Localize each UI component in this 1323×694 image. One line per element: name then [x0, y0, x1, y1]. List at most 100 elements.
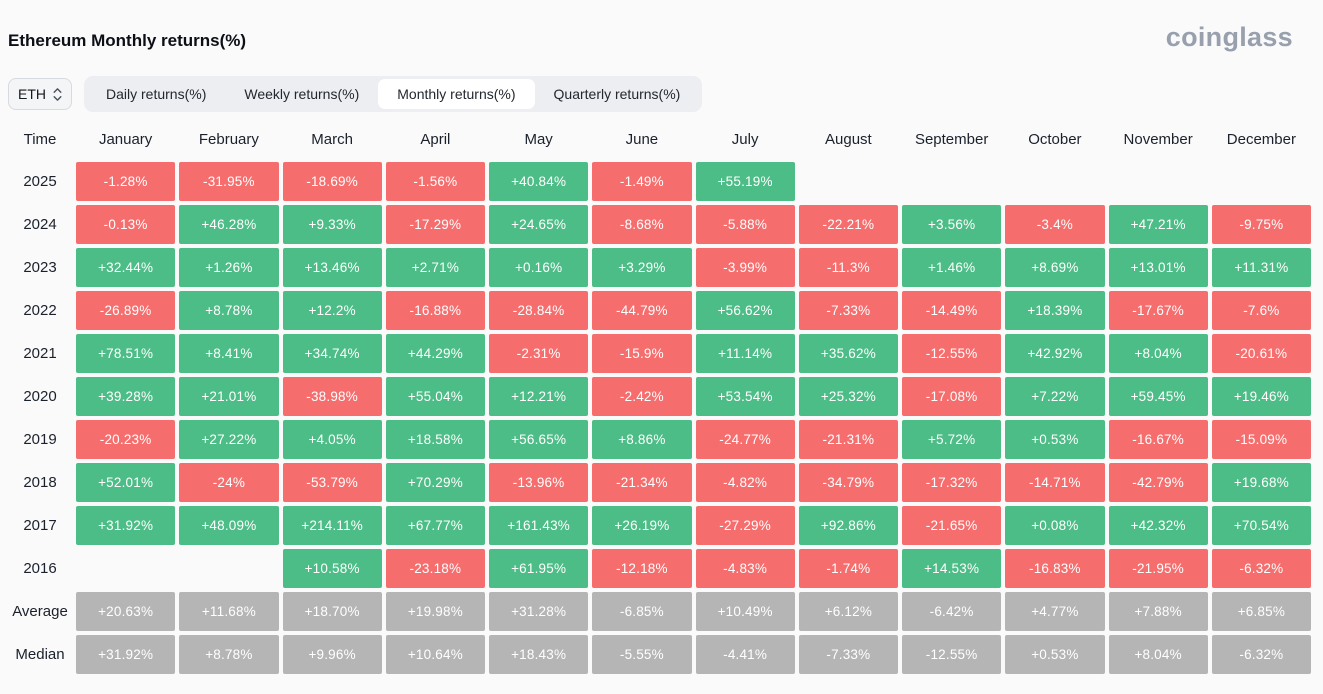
- return-cell: +42.92%: [1005, 334, 1105, 373]
- return-cell: -1.49%: [592, 162, 692, 201]
- return-cell: +47.21%: [1108, 205, 1208, 244]
- return-cell: +11.14%: [695, 334, 795, 373]
- return-cell: +3.29%: [592, 248, 692, 287]
- return-cell: +8.78%: [179, 635, 279, 674]
- return-cell: -1.74%: [798, 549, 898, 588]
- return-cell: -1.28%: [76, 162, 176, 201]
- return-cell: -2.42%: [592, 377, 692, 416]
- empty-cell: [1005, 162, 1104, 201]
- return-cell: -16.67%: [1108, 420, 1208, 459]
- tab-monthly-returns[interactable]: Monthly returns(%): [378, 79, 535, 109]
- coinglass-logo: coinglass: [1165, 22, 1293, 52]
- return-cell: -3.4%: [1005, 205, 1105, 244]
- return-cell: +10.58%: [282, 549, 382, 588]
- tab-quarterly-returns[interactable]: Quarterly returns(%): [535, 79, 700, 109]
- return-cell: -27.29%: [695, 506, 795, 545]
- return-cell: +34.74%: [282, 334, 382, 373]
- return-cell: +13.01%: [1108, 248, 1208, 287]
- symbol-select[interactable]: ETH: [8, 78, 72, 110]
- return-cell: +18.58%: [385, 420, 485, 459]
- return-cell: +11.31%: [1211, 248, 1311, 287]
- return-cell: +12.21%: [489, 377, 589, 416]
- return-cell: -42.79%: [1108, 463, 1208, 502]
- return-cell: +0.08%: [1005, 506, 1105, 545]
- column-header: August: [825, 130, 872, 148]
- return-cell: +18.70%: [282, 592, 382, 631]
- row-label: 2020: [23, 388, 57, 405]
- return-cell: +39.28%: [76, 377, 176, 416]
- return-cell: +5.72%: [902, 420, 1002, 459]
- return-cell: +0.53%: [1005, 635, 1105, 674]
- return-cell: -16.83%: [1005, 549, 1105, 588]
- return-cell: -34.79%: [798, 463, 898, 502]
- symbol-select-value: ETH: [18, 86, 46, 102]
- tab-weekly-returns[interactable]: Weekly returns(%): [225, 79, 378, 109]
- return-cell: +18.43%: [489, 635, 589, 674]
- return-cell: +56.65%: [489, 420, 589, 459]
- row-label: Average: [12, 603, 68, 620]
- returns-heatmap: Time January February March April May June July…: [0, 120, 1323, 674]
- return-cell: +19.46%: [1211, 377, 1311, 416]
- return-cell: -6.32%: [1211, 635, 1311, 674]
- empty-cell: [76, 549, 175, 588]
- return-cell: -7.6%: [1211, 291, 1311, 330]
- return-cell: +70.54%: [1211, 506, 1311, 545]
- return-cell: -15.09%: [1211, 420, 1311, 459]
- return-cell: -24.77%: [695, 420, 795, 459]
- return-cell: +8.04%: [1108, 635, 1208, 674]
- return-cell: +4.77%: [1005, 592, 1105, 631]
- return-cell: -4.41%: [695, 635, 795, 674]
- return-cell: -20.23%: [76, 420, 176, 459]
- return-cell: +56.62%: [695, 291, 795, 330]
- return-cell: -11.3%: [798, 248, 898, 287]
- return-cell: +92.86%: [798, 506, 898, 545]
- return-cell: +59.45%: [1108, 377, 1208, 416]
- return-cell: +67.77%: [385, 506, 485, 545]
- empty-cell: [1212, 162, 1311, 201]
- return-cell: +27.22%: [179, 420, 279, 459]
- return-cell: +3.56%: [902, 205, 1002, 244]
- return-cell: +6.12%: [798, 592, 898, 631]
- column-header: April: [420, 130, 451, 148]
- tab-daily-returns[interactable]: Daily returns(%): [87, 79, 225, 109]
- return-cell: +31.92%: [76, 506, 176, 545]
- return-cell: +7.22%: [1005, 377, 1105, 416]
- return-cell: -28.84%: [489, 291, 589, 330]
- return-cell: -23.18%: [385, 549, 485, 588]
- return-cell: +20.63%: [76, 592, 176, 631]
- return-cell: +48.09%: [179, 506, 279, 545]
- return-cell: +8.69%: [1005, 248, 1105, 287]
- return-cell: +8.78%: [179, 291, 279, 330]
- return-cell: -5.88%: [695, 205, 795, 244]
- return-cell: -1.56%: [385, 162, 485, 201]
- empty-cell: [799, 162, 898, 201]
- return-cell: -15.9%: [592, 334, 692, 373]
- row-label: 2022: [23, 302, 57, 319]
- return-cell: -12.18%: [592, 549, 692, 588]
- column-header: July: [731, 130, 759, 148]
- row-label: 2019: [23, 431, 57, 448]
- return-cell: +18.39%: [1005, 291, 1105, 330]
- return-cell: -21.95%: [1108, 549, 1208, 588]
- return-cell: +44.29%: [385, 334, 485, 373]
- return-cell: +40.84%: [489, 162, 589, 201]
- updown-arrows-icon: [53, 87, 62, 102]
- empty-cell: [902, 162, 1001, 201]
- row-label: 2018: [23, 474, 57, 491]
- return-cell: +0.16%: [489, 248, 589, 287]
- return-cell: -22.21%: [798, 205, 898, 244]
- return-cell: +1.46%: [902, 248, 1002, 287]
- return-cell: -44.79%: [592, 291, 692, 330]
- return-cell: +32.44%: [76, 248, 176, 287]
- return-cell: +6.85%: [1211, 592, 1311, 631]
- return-cell: +10.64%: [385, 635, 485, 674]
- return-cell: +8.86%: [592, 420, 692, 459]
- return-cell: -4.82%: [695, 463, 795, 502]
- return-cell: -13.96%: [489, 463, 589, 502]
- column-header: June: [625, 130, 659, 148]
- return-cell: +70.29%: [385, 463, 485, 502]
- return-cell: -0.13%: [76, 205, 176, 244]
- row-label: 2025: [23, 173, 57, 190]
- return-cell: +21.01%: [179, 377, 279, 416]
- return-cell: +12.2%: [282, 291, 382, 330]
